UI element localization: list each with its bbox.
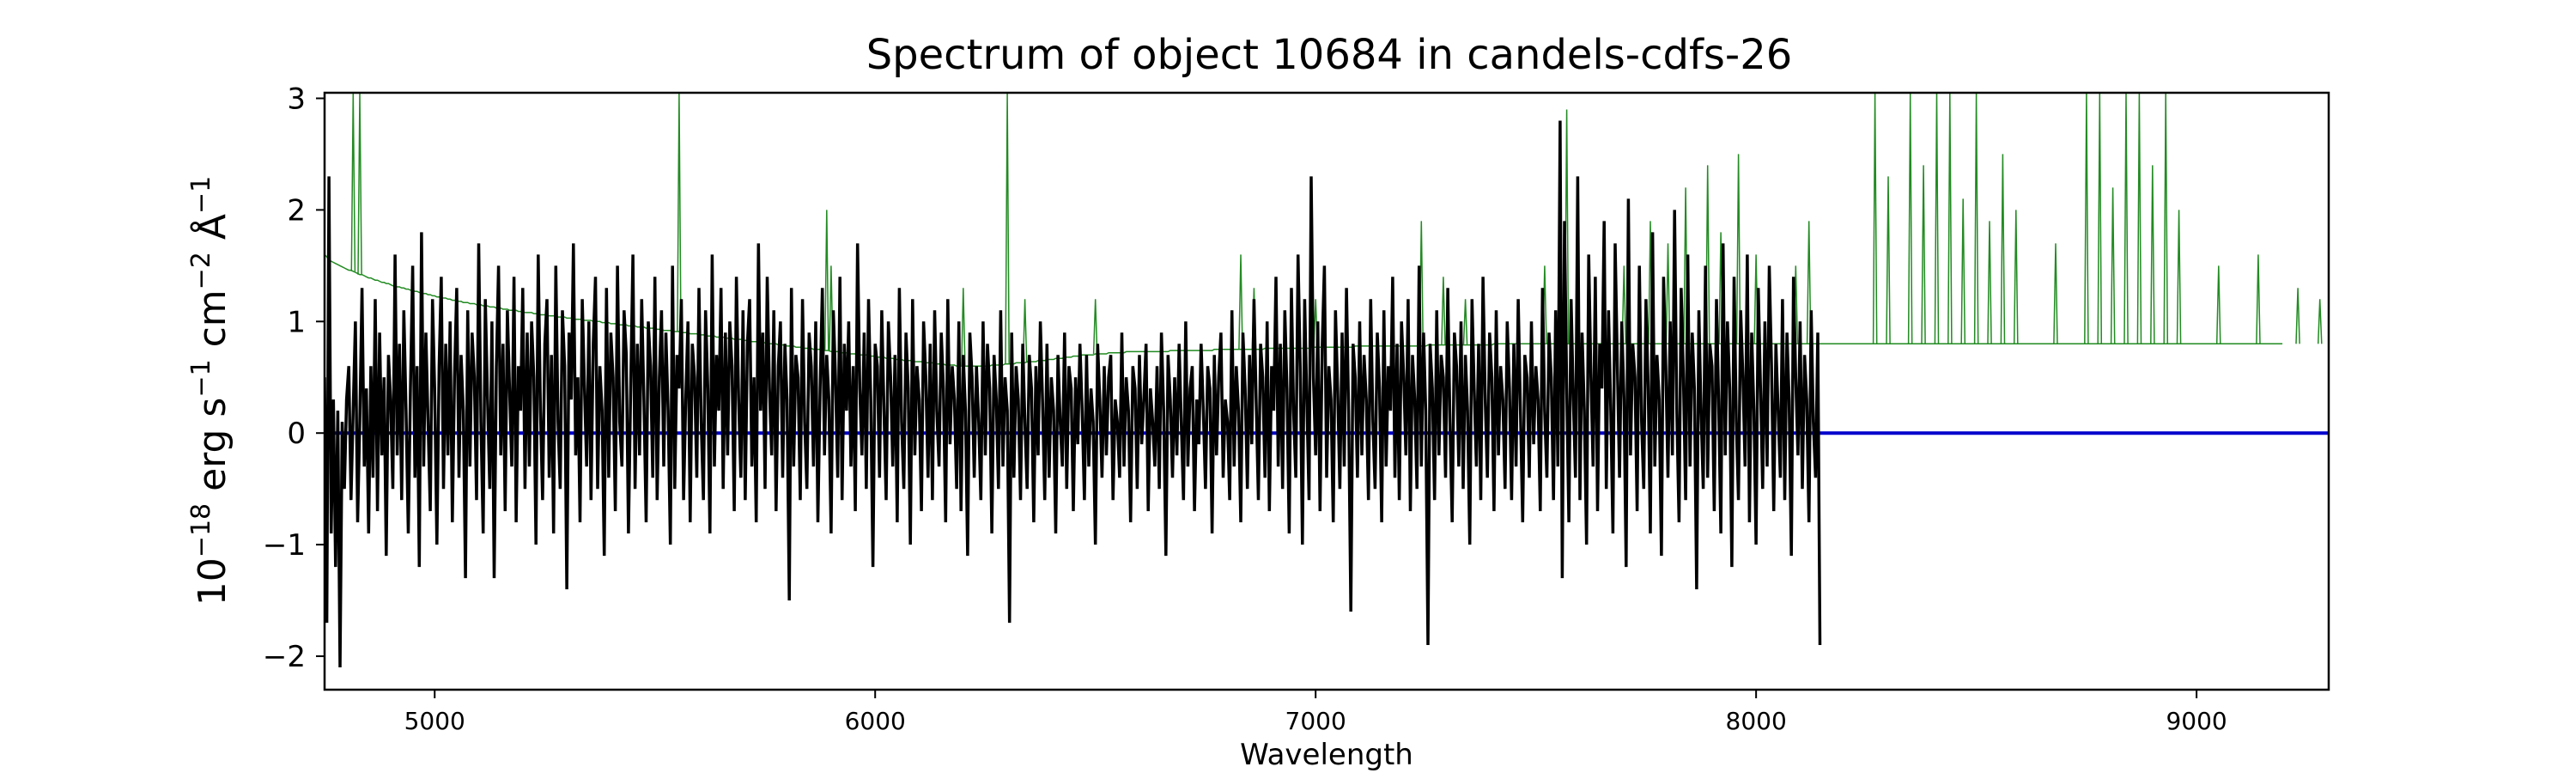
- x-axis-label: Wavelength: [1240, 738, 1413, 772]
- y-tick-label: 1: [287, 305, 306, 339]
- y-label-exp4: −1: [186, 176, 216, 214]
- error-spike: [1907, 93, 1913, 344]
- error-spike: [2256, 254, 2261, 344]
- error-spike: [2000, 154, 2006, 344]
- error-spike: [350, 93, 356, 271]
- error-spike: [1022, 299, 1028, 363]
- error-spike: [1947, 93, 1953, 344]
- x-tick-label: 9000: [2166, 707, 2227, 735]
- chart-title: Spectrum of object 10684 in candels-cdfs…: [866, 31, 1793, 79]
- y-label-base: 10: [191, 557, 234, 606]
- error-spike: [2136, 93, 2142, 344]
- error-spike: [1973, 93, 1979, 344]
- error-spike: [2097, 93, 2103, 344]
- error-spike: [1092, 299, 1098, 355]
- error-spike: [1987, 221, 1992, 344]
- x-tick-label: 5000: [404, 707, 465, 735]
- error-spike: [2123, 93, 2129, 344]
- y-label-exp3: −2: [186, 252, 216, 289]
- error-spike: [1462, 299, 1468, 345]
- error-spike: [961, 288, 966, 367]
- error-spike: [677, 93, 682, 332]
- flux-series-line: [325, 120, 1822, 668]
- error-spike: [2110, 187, 2116, 344]
- error-spike: [823, 210, 829, 351]
- error-spike: [2295, 288, 2300, 344]
- error-spike: [1735, 154, 1741, 344]
- y-label-unit3: Å: [189, 214, 234, 252]
- error-spike: [2215, 265, 2221, 344]
- error-spike: [2150, 165, 2155, 344]
- x-tick-label: 7000: [1285, 707, 1346, 735]
- y-axis: −2 −1 0 1 2 3: [263, 82, 325, 674]
- y-tick-label: 3: [287, 82, 306, 116]
- y-label-exp2: −1: [186, 359, 216, 397]
- error-spike: [1886, 176, 1891, 344]
- error-spike: [2053, 243, 2058, 344]
- error-spike: [1872, 93, 1878, 344]
- error-spike: [1005, 93, 1010, 364]
- y-axis-label: 10−18 erg s−1 cm−2 Å−1: [186, 176, 234, 606]
- y-label-unit1: erg s: [191, 398, 234, 503]
- error-spike: [1621, 265, 1627, 344]
- y-tick-label: −1: [263, 528, 306, 563]
- error-spike: [1665, 243, 1671, 344]
- x-axis: 5000 6000 7000 8000 9000: [404, 690, 2227, 735]
- error-spike: [1934, 93, 1940, 344]
- error-spike: [1238, 254, 1243, 350]
- y-tick-label: −2: [263, 640, 306, 674]
- x-tick-label: 8000: [1726, 707, 1787, 735]
- error-spike: [2176, 210, 2182, 344]
- y-tick-label: 2: [287, 193, 306, 228]
- error-spike: [1960, 198, 1966, 344]
- error-spike: [1921, 165, 1926, 344]
- error-spike: [2013, 210, 2019, 344]
- error-spike: [357, 93, 362, 275]
- error-spike: [2317, 299, 2323, 344]
- plot-area: [323, 91, 2330, 691]
- y-label-exp: −18: [186, 503, 216, 557]
- error-spike: [1806, 221, 1812, 344]
- y-label-unit2: cm: [191, 289, 234, 359]
- error-spike-group: [350, 93, 2323, 367]
- y-tick-label: 0: [287, 417, 306, 451]
- error-spike: [1441, 277, 1446, 345]
- error-spike: [2084, 93, 2089, 344]
- error-spike: [2163, 93, 2169, 344]
- plot-frame: [323, 91, 2330, 691]
- x-tick-label: 6000: [845, 707, 906, 735]
